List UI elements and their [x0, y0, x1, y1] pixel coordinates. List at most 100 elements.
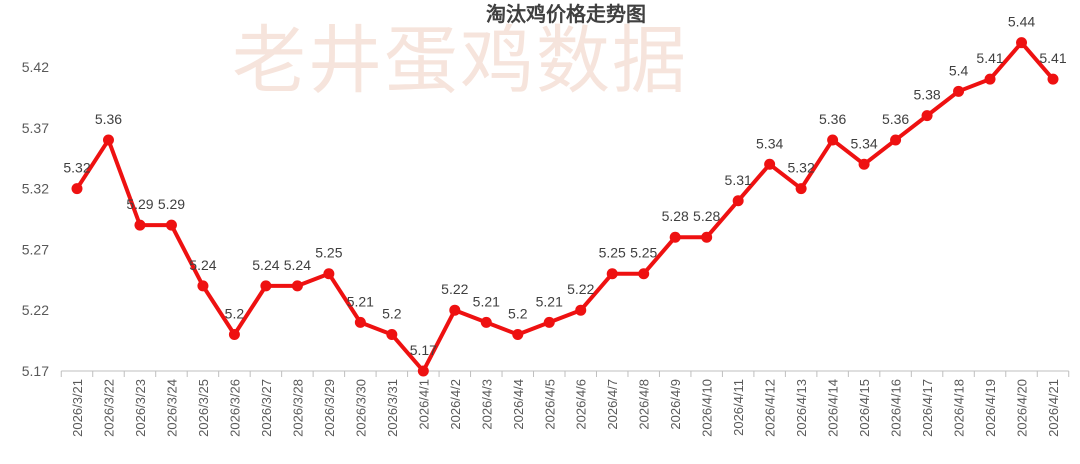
x-tick-label: 2026/4/21	[1046, 379, 1061, 437]
x-tick-label: 2026/4/20	[1015, 379, 1030, 437]
data-point	[165, 219, 177, 231]
data-label: 5.29	[158, 196, 185, 212]
x-tick-label: 2026/4/7	[605, 379, 620, 430]
data-point	[260, 280, 272, 292]
data-label: 5.34	[850, 135, 877, 151]
data-point	[795, 183, 807, 195]
watermark: 老井蛋鸡数据	[232, 18, 688, 104]
x-tick-label: 2026/3/21	[70, 379, 85, 437]
x-tick-label: 2026/4/10	[700, 379, 715, 437]
data-point	[732, 195, 744, 207]
data-label: 5.21	[473, 293, 500, 309]
x-tick-label: 2026/4/12	[763, 379, 778, 437]
x-tick-label: 2026/4/19	[983, 379, 998, 437]
data-label: 5.25	[630, 245, 657, 261]
data-point	[1047, 73, 1059, 85]
data-point	[921, 110, 933, 122]
x-tick-label: 2026/4/9	[668, 379, 683, 430]
data-point	[543, 316, 555, 328]
data-point	[764, 158, 776, 170]
data-point	[386, 329, 398, 341]
data-point	[197, 280, 209, 292]
data-label: 5.29	[126, 196, 153, 212]
x-tick-label: 2026/3/26	[227, 379, 242, 437]
data-label: 5.17	[410, 342, 437, 358]
data-point	[701, 231, 713, 243]
x-tick-label: 2026/3/27	[259, 379, 274, 437]
data-label: 5.36	[95, 111, 122, 127]
data-label: 5.28	[693, 208, 720, 224]
x-tick-label: 2026/4/2	[448, 379, 463, 430]
data-label: 5.24	[252, 257, 279, 273]
y-axis: 5.17 5.22 5.27 5.32 5.37 5.42	[22, 59, 49, 379]
data-label: 5.32	[63, 160, 90, 176]
x-tick-label: 2026/4/16	[889, 379, 904, 437]
data-label: 5.21	[536, 293, 563, 309]
data-label: 5.21	[347, 293, 374, 309]
data-label: 5.28	[662, 208, 689, 224]
data-labels: 5.325.365.29 5.295.245.25.24 5.245.255.215…	[63, 14, 1066, 358]
x-tick-label: 2026/4/14	[826, 379, 841, 437]
data-label: 5.25	[599, 245, 626, 261]
data-point	[134, 219, 146, 231]
series-line	[75, 40, 1055, 373]
data-label: 5.31	[725, 172, 752, 188]
data-point	[417, 365, 429, 377]
data-point	[228, 329, 240, 341]
x-tick-label: 2026/4/6	[574, 379, 589, 430]
data-point	[1016, 37, 1028, 49]
data-point	[890, 134, 902, 146]
x-tick-label: 2026/3/22	[101, 379, 116, 437]
x-tick-label: 2026/3/25	[196, 379, 211, 437]
data-point	[323, 268, 335, 280]
y-tick-label: 5.42	[22, 59, 49, 75]
y-tick-label: 5.37	[22, 120, 49, 136]
y-tick-label: 5.22	[22, 302, 49, 318]
data-label: 5.32	[788, 160, 815, 176]
data-point	[858, 158, 870, 170]
data-points	[71, 37, 1059, 377]
data-label: 5.22	[441, 281, 468, 297]
data-point	[984, 73, 996, 85]
data-point	[449, 304, 461, 316]
x-tick-label: 2026/3/24	[164, 379, 179, 437]
x-tick-label: 2026/4/4	[511, 379, 526, 430]
data-label: 5.34	[756, 135, 783, 151]
data-point	[291, 280, 303, 292]
data-point	[354, 316, 366, 328]
data-label: 5.4	[949, 62, 969, 78]
data-label: 5.36	[819, 111, 846, 127]
data-label: 5.24	[284, 257, 311, 273]
data-point	[638, 268, 650, 280]
data-point	[827, 134, 839, 146]
data-label: 5.41	[976, 50, 1003, 66]
data-point	[512, 329, 524, 341]
data-point	[606, 268, 618, 280]
x-tick-label: 2026/3/28	[290, 379, 305, 437]
x-tick-label: 2026/4/1	[416, 379, 431, 430]
data-point	[480, 316, 492, 328]
data-label: 5.36	[882, 111, 909, 127]
x-tick-label: 2026/4/13	[794, 379, 809, 437]
data-label: 5.44	[1008, 14, 1035, 30]
data-point	[71, 183, 83, 195]
data-label: 5.2	[225, 306, 245, 322]
x-tick-label: 2026/4/18	[952, 379, 967, 437]
x-tick-label: 2026/3/31	[385, 379, 400, 437]
data-point	[102, 134, 114, 146]
x-tick-label: 2026/4/11	[731, 379, 746, 436]
y-tick-label: 5.32	[22, 181, 49, 197]
chart-title: 淘汰鸡价格走势图	[486, 2, 646, 26]
y-tick-label: 5.17	[22, 363, 49, 379]
data-label: 5.22	[567, 281, 594, 297]
data-point	[953, 85, 965, 97]
x-tick-label: 2026/3/23	[133, 379, 148, 437]
data-point	[575, 304, 587, 316]
x-axis: 2026/3/21 2026/3/22 2026/3/23 2026/3/24 2026…	[60, 371, 1070, 437]
x-tick-label: 2026/4/5	[542, 379, 557, 430]
data-point	[669, 231, 681, 243]
x-tick-label: 2026/4/8	[637, 379, 652, 430]
x-tick-label: 2026/4/15	[857, 379, 872, 437]
x-tick-label: 2026/3/29	[322, 379, 337, 437]
